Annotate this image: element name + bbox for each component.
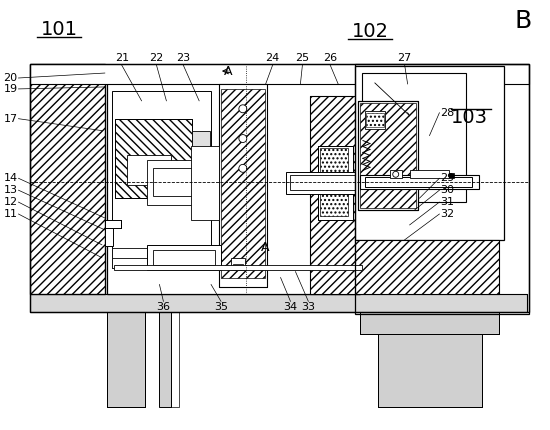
Bar [172,258,185,270]
Bar [355,240,499,295]
Text: 32: 32 [441,209,454,219]
Bar [360,312,499,334]
Bar [355,240,499,295]
Bar [30,64,529,312]
Bar [365,177,472,187]
Bar [310,96,360,295]
Text: 34: 34 [283,302,298,312]
Text: 35: 35 [214,302,228,312]
Text: 26: 26 [323,53,337,63]
Text: 103: 103 [452,108,488,127]
Bar [318,145,353,220]
Bar [115,119,192,198]
Bar [107,267,360,295]
Text: 19: 19 [3,84,18,94]
Bar [107,312,145,407]
Bar [318,145,353,220]
Bar [153,250,215,264]
Text: 25: 25 [295,53,310,63]
Bar [115,119,192,198]
Bar [366,113,384,127]
Text: 24: 24 [266,53,280,63]
Bar [172,312,179,407]
Bar [355,66,504,240]
Bar [355,64,529,314]
Bar [107,83,360,295]
Text: 101: 101 [41,20,78,39]
Bar [146,160,216,205]
Bar [126,155,172,185]
Bar [191,145,219,220]
Text: 23: 23 [176,53,190,63]
Text: 22: 22 [150,53,163,63]
Bar [153,168,211,196]
Bar [285,172,375,194]
Bar [146,245,221,270]
Bar [365,111,385,129]
Bar [360,175,479,189]
Bar [219,84,267,288]
Bar [233,264,243,270]
Bar [192,131,210,185]
Bar [114,264,362,270]
Text: 12: 12 [3,197,18,207]
Bar [449,173,454,178]
Text: 20: 20 [3,73,18,83]
Text: B: B [514,9,531,34]
Bar [112,258,219,267]
Bar [231,258,245,270]
Text: 13: 13 [3,185,18,195]
Text: 30: 30 [441,185,454,195]
Bar [410,170,449,178]
Bar [112,248,219,267]
Bar [310,96,360,295]
Text: 14: 14 [3,173,18,183]
Bar [290,175,370,190]
Circle shape [239,135,247,142]
Bar [105,228,113,246]
Text: 29: 29 [441,173,455,183]
Bar [360,312,499,334]
Text: A: A [224,64,232,77]
Text: A: A [261,241,269,254]
Circle shape [393,171,399,177]
Bar [107,267,360,295]
Bar [360,103,416,208]
Bar [173,264,183,270]
Bar [30,295,527,312]
Text: 28: 28 [441,108,455,118]
Text: 36: 36 [156,302,170,312]
Bar [160,312,172,407]
Bar [358,101,417,210]
Text: 21: 21 [114,53,129,63]
Bar [30,64,105,295]
Bar [112,91,211,264]
Bar [221,89,265,277]
Bar [105,220,121,228]
Bar [30,295,527,312]
Bar [219,84,267,288]
Bar [358,101,417,210]
Text: 17: 17 [3,114,18,124]
Bar [362,73,466,202]
Bar [378,334,482,407]
Text: 11: 11 [3,209,18,219]
Text: 31: 31 [441,197,454,207]
Bar [30,64,105,295]
Text: 33: 33 [301,302,315,312]
Bar [320,148,348,216]
Circle shape [239,164,247,172]
Bar [30,64,529,84]
Text: 102: 102 [351,22,388,41]
Circle shape [239,105,247,113]
Bar [390,170,402,178]
Bar [107,312,145,407]
Bar [378,334,482,407]
Text: 27: 27 [398,53,412,63]
